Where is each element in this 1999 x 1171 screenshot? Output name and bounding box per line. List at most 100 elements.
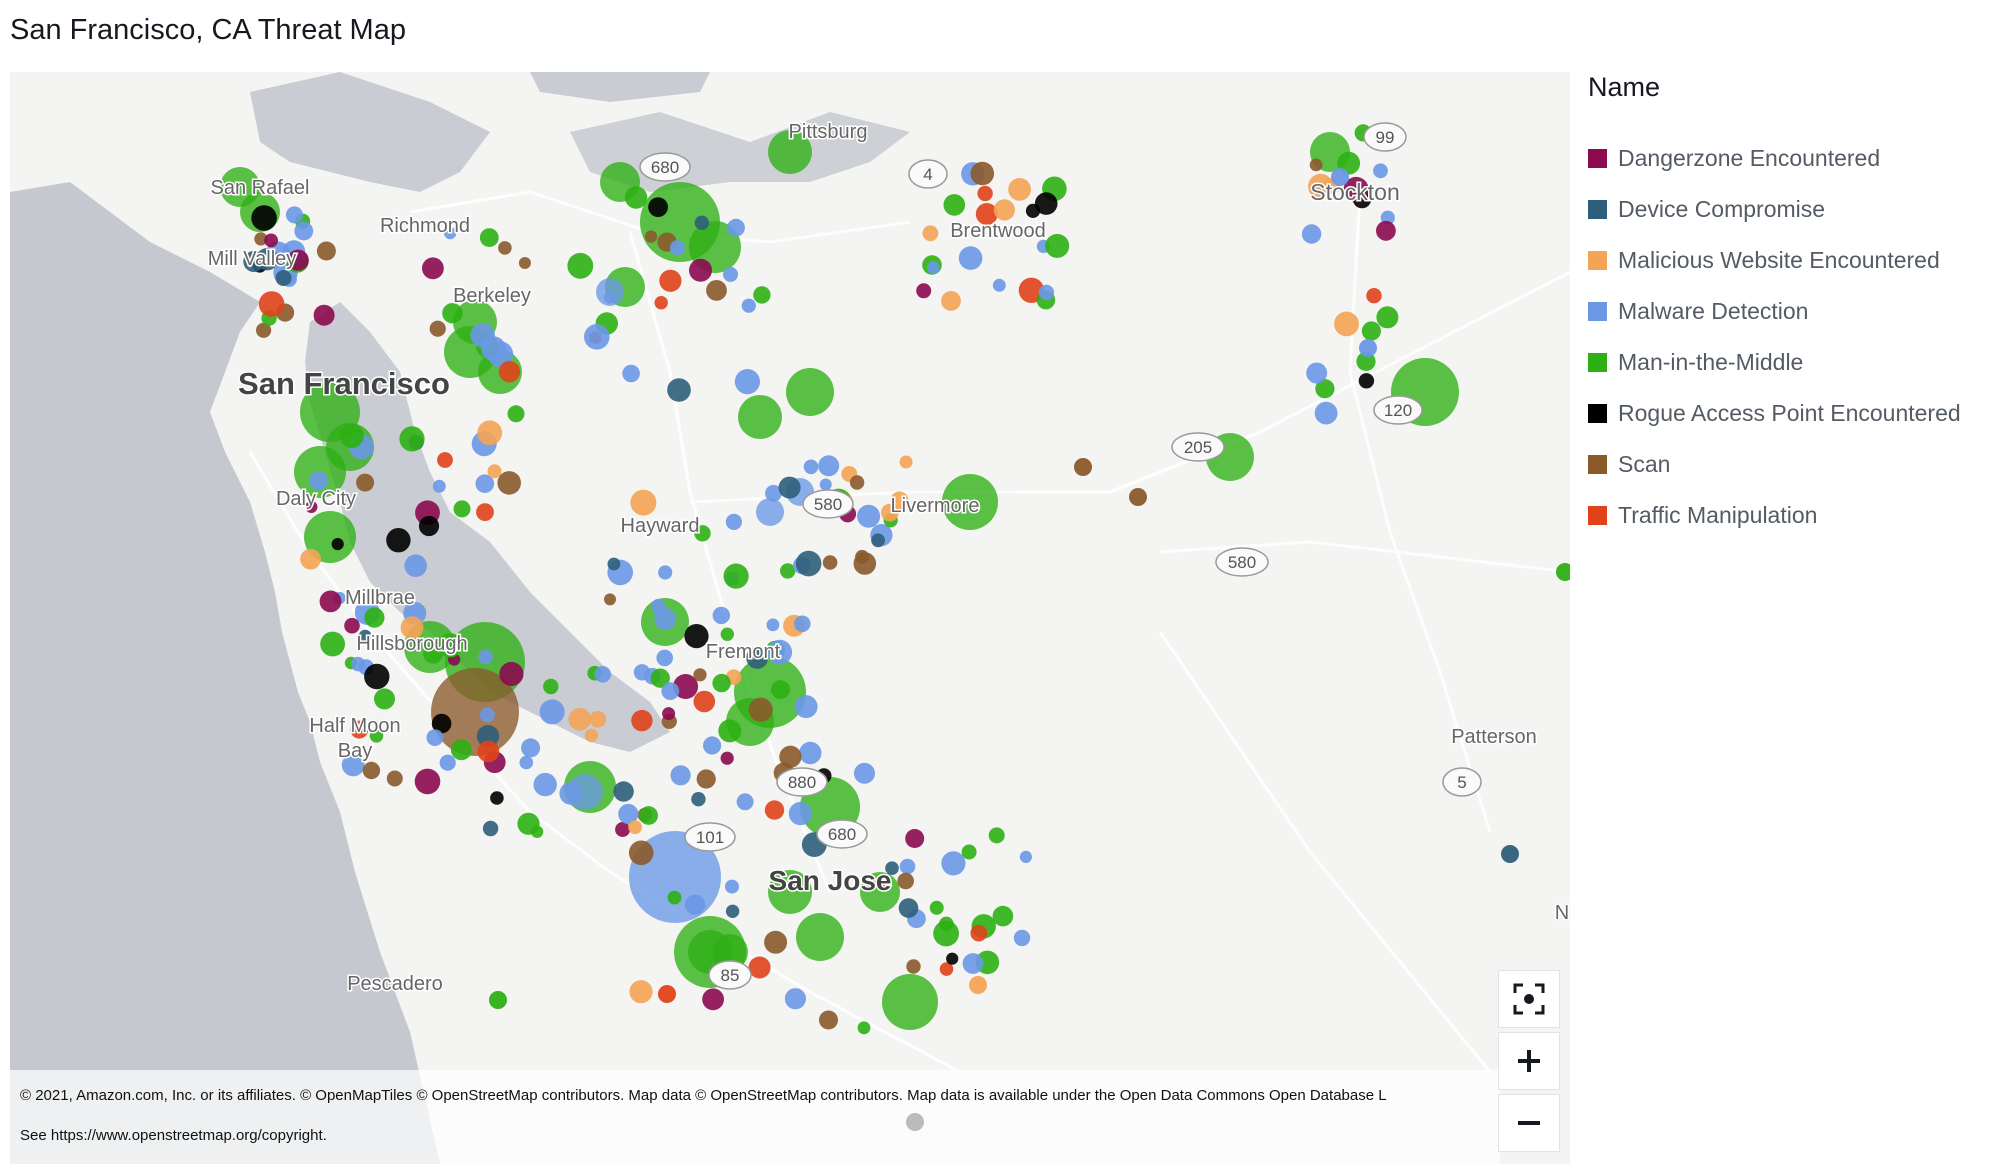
threat-marker[interactable] — [779, 745, 802, 768]
threat-marker[interactable] — [1019, 850, 1032, 864]
threat-marker[interactable] — [264, 233, 278, 248]
threat-marker[interactable] — [1306, 362, 1328, 384]
threat-marker[interactable] — [684, 624, 709, 649]
threat-marker[interactable] — [712, 673, 731, 693]
threat-marker[interactable] — [1361, 321, 1381, 341]
threat-marker[interactable] — [533, 772, 557, 797]
threat-marker[interactable] — [857, 504, 881, 528]
legend-item[interactable]: Dangerzone Encountered — [1588, 133, 1988, 184]
zoom-in-button[interactable] — [1498, 1032, 1560, 1090]
threat-marker[interactable] — [256, 248, 279, 271]
threat-marker[interactable] — [977, 185, 993, 202]
threat-marker[interactable] — [738, 395, 782, 439]
threat-marker[interactable] — [662, 707, 676, 721]
threat-marker[interactable] — [685, 894, 706, 915]
threat-marker[interactable] — [559, 782, 583, 805]
threat-marker[interactable] — [631, 709, 653, 732]
threat-marker[interactable] — [694, 215, 709, 230]
threat-marker[interactable] — [1376, 306, 1399, 329]
threat-marker[interactable] — [422, 257, 444, 280]
threat-marker[interactable] — [970, 161, 995, 186]
threat-marker[interactable] — [818, 455, 840, 477]
threat-marker[interactable] — [916, 283, 932, 299]
threat-marker[interactable] — [358, 629, 372, 643]
threat-marker[interactable] — [786, 368, 834, 416]
threat-marker[interactable] — [1315, 379, 1335, 399]
threat-marker[interactable] — [498, 241, 512, 255]
threat-marker[interactable] — [975, 203, 998, 225]
threat-marker[interactable] — [822, 555, 838, 570]
threat-marker[interactable] — [1034, 192, 1058, 215]
legend-item[interactable]: Man-in-the-Middle — [1588, 337, 1988, 388]
threat-marker[interactable] — [331, 538, 344, 551]
threat-marker[interactable] — [694, 525, 711, 542]
threat-marker[interactable] — [993, 199, 1016, 221]
threat-marker[interactable] — [607, 557, 621, 571]
threat-marker[interactable] — [633, 664, 651, 681]
legend-item[interactable]: Scan — [1588, 439, 1988, 490]
legend-item[interactable]: Traffic Manipulation — [1588, 490, 1988, 541]
threat-marker[interactable] — [725, 513, 743, 530]
threat-marker[interactable] — [943, 194, 966, 216]
threat-marker[interactable] — [453, 500, 471, 518]
threat-marker[interactable] — [478, 649, 493, 665]
threat-marker[interactable] — [313, 304, 335, 326]
threat-marker[interactable] — [477, 740, 500, 763]
threat-marker[interactable] — [1301, 224, 1322, 244]
threat-marker[interactable] — [254, 232, 268, 246]
threat-marker[interactable] — [727, 218, 745, 237]
threat-marker[interactable] — [1501, 845, 1519, 863]
threat-marker[interactable] — [929, 900, 944, 915]
threat-marker[interactable] — [748, 697, 773, 722]
threat-marker[interactable] — [706, 280, 727, 301]
threat-marker[interactable] — [603, 291, 617, 304]
threat-marker[interactable] — [849, 475, 865, 490]
threat-marker[interactable] — [702, 988, 724, 1011]
threat-marker[interactable] — [507, 405, 525, 423]
threat-marker[interactable] — [308, 471, 329, 491]
threat-marker[interactable] — [442, 303, 463, 324]
threat-marker[interactable] — [992, 278, 1006, 292]
threat-marker[interactable] — [304, 511, 356, 563]
threat-marker[interactable] — [350, 656, 366, 672]
threat-marker[interactable] — [1331, 168, 1349, 186]
threat-marker[interactable] — [650, 668, 670, 688]
threat-marker[interactable] — [756, 498, 784, 526]
threat-marker[interactable] — [530, 825, 544, 838]
threat-marker[interactable] — [429, 320, 446, 337]
threat-marker[interactable] — [703, 736, 722, 755]
threat-marker[interactable] — [803, 459, 819, 475]
threat-marker[interactable] — [418, 515, 440, 537]
threat-marker[interactable] — [725, 879, 739, 894]
threat-marker[interactable] — [450, 739, 472, 761]
threat-marker[interactable] — [860, 872, 900, 912]
threat-marker[interactable] — [764, 930, 788, 954]
threat-marker[interactable] — [899, 858, 916, 875]
threat-marker[interactable] — [479, 228, 499, 248]
threat-marker[interactable] — [521, 738, 541, 758]
attribution-line-2[interactable]: See https://www.openstreetmap.org/copyri… — [20, 1127, 327, 1144]
threat-marker[interactable] — [794, 695, 818, 719]
threat-marker[interactable] — [285, 206, 303, 224]
threat-marker[interactable] — [734, 369, 761, 395]
threat-marker[interactable] — [356, 473, 375, 492]
threat-marker[interactable] — [899, 455, 913, 469]
threat-marker[interactable] — [584, 324, 610, 350]
threat-marker[interactable] — [350, 720, 369, 739]
threat-marker[interactable] — [1314, 401, 1338, 425]
legend-item[interactable]: Device Compromise — [1588, 184, 1988, 235]
threat-marker[interactable] — [423, 643, 444, 664]
threat-marker[interactable] — [339, 424, 364, 448]
threat-marker[interactable] — [629, 980, 653, 1004]
threat-marker[interactable] — [656, 649, 673, 667]
locate-button[interactable] — [1498, 970, 1560, 1028]
threat-marker[interactable] — [658, 985, 676, 1003]
threat-marker[interactable] — [477, 420, 503, 446]
threat-marker[interactable] — [444, 227, 457, 240]
threat-marker[interactable] — [906, 959, 921, 974]
threat-marker[interactable] — [437, 452, 453, 468]
threat-marker[interactable] — [969, 976, 987, 994]
threat-marker[interactable] — [673, 674, 699, 699]
threat-marker[interactable] — [518, 257, 531, 269]
threat-marker[interactable] — [778, 476, 801, 499]
